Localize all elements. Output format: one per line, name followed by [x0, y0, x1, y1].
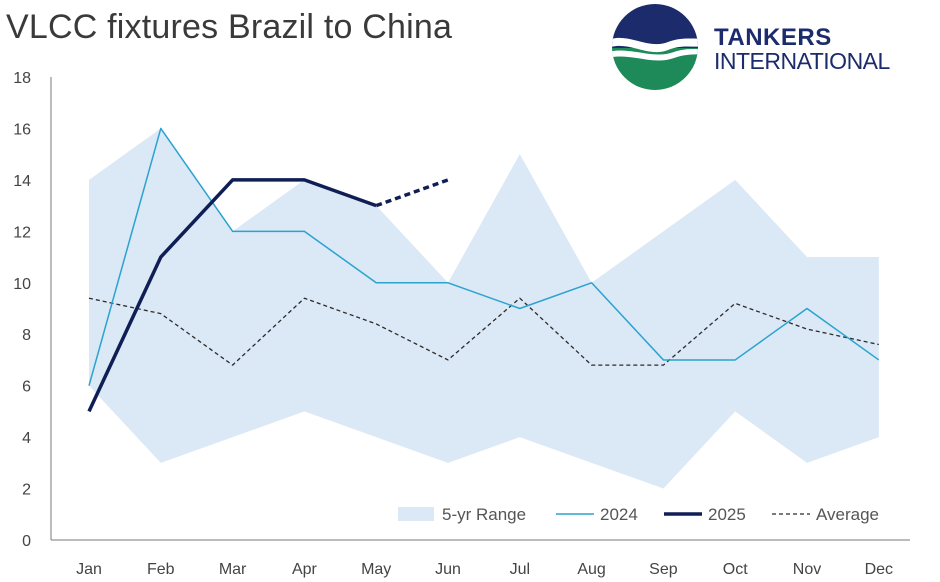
series-line-average	[88, 297, 879, 366]
x-tick-label: Aug	[577, 561, 605, 578]
x-tick-labels: Jan Feb Mar Apr May Jun Jul Aug Sep Oct Nov Dec	[76, 561, 893, 578]
series-line-2024	[88, 127, 880, 386]
x-tick-label: Sep	[649, 561, 678, 578]
legend-swatch-range	[398, 507, 434, 521]
y-tick-labels: 0 2 4 6 8 10 12 14 16 18	[13, 70, 31, 550]
x-tick-label: Jul	[510, 561, 530, 578]
x-tick-label: Nov	[793, 561, 821, 578]
chart-legend: 5-yr Range 2024 2025 Average	[398, 505, 879, 524]
series-lines-layer	[87, 127, 880, 413]
tankers-international-logo: TANKERS INTERNATIONAL	[608, 2, 908, 94]
y-tick-label: 14	[13, 173, 31, 190]
x-tick-label: Oct	[723, 561, 748, 578]
y-tick-label: 2	[22, 482, 31, 499]
y-tick-label: 16	[13, 121, 31, 138]
x-tick-label: Dec	[865, 561, 893, 578]
chart-title: VLCC fixtures Brazil to China	[6, 8, 453, 46]
axes-layer	[50, 77, 910, 541]
legend-label-average: Average	[816, 505, 879, 524]
x-tick-label: Jan	[76, 561, 102, 578]
y-tick-label: 18	[13, 70, 31, 87]
x-tick-label: Feb	[147, 561, 175, 578]
logo-text-international: INTERNATIONAL	[714, 48, 890, 74]
legend-label-2025: 2025	[708, 505, 746, 524]
y-tick-label: 0	[22, 533, 31, 550]
series-line-2025	[87, 178, 377, 413]
range-band-area	[89, 128, 879, 489]
y-tick-label: 10	[13, 276, 31, 293]
series-line-2025-projection	[375, 178, 449, 208]
y-tick-label: 12	[13, 224, 31, 241]
logo-text-tankers: TANKERS	[714, 24, 832, 51]
legend-label-range: 5-yr Range	[442, 505, 526, 524]
x-tick-label: Mar	[219, 561, 247, 578]
y-tick-label: 4	[22, 430, 31, 447]
x-tick-label: May	[361, 561, 391, 578]
x-tick-label: Apr	[292, 561, 318, 578]
y-tick-label: 6	[22, 379, 31, 396]
y-tick-label: 8	[22, 327, 31, 344]
range-band-layer	[89, 128, 879, 489]
logo-globe-icon	[612, 4, 698, 90]
x-tick-label: Jun	[435, 561, 461, 578]
legend-label-2024: 2024	[600, 505, 638, 524]
